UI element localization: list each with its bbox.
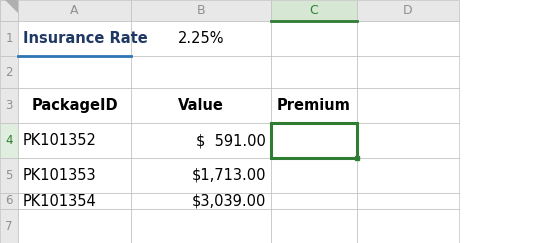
Bar [271, 193, 357, 209]
Bar [357, 193, 459, 209]
Text: 6: 6 [5, 194, 13, 208]
Text: Premium: Premium [277, 98, 351, 113]
Text: $3,039.00: $3,039.00 [192, 193, 266, 208]
Text: 2.25%: 2.25% [178, 31, 224, 46]
Bar [357, 209, 459, 243]
Bar [0, 123, 18, 158]
Text: D: D [403, 4, 413, 17]
Bar [271, 88, 357, 123]
Bar [271, 123, 357, 158]
Bar [0, 21, 18, 56]
Bar [0, 158, 18, 193]
Bar [0, 56, 18, 88]
Polygon shape [6, 0, 18, 13]
Bar [131, 158, 271, 193]
Text: PK101352: PK101352 [23, 133, 97, 148]
Bar [271, 209, 357, 243]
Bar [357, 56, 459, 88]
Bar [18, 193, 131, 209]
Bar [0, 0, 18, 21]
Bar [357, 123, 459, 158]
Bar [131, 88, 271, 123]
Bar [357, 21, 459, 56]
Bar [271, 21, 357, 56]
Bar [0, 193, 18, 209]
Bar [271, 0, 357, 21]
Bar [131, 193, 271, 209]
Text: Insurance Rate: Insurance Rate [23, 31, 148, 46]
Text: Value: Value [178, 98, 224, 113]
Text: 7: 7 [5, 219, 13, 233]
Text: $  591.00: $ 591.00 [196, 133, 266, 148]
Bar [271, 123, 357, 158]
Text: 3: 3 [6, 99, 13, 112]
Text: B: B [197, 4, 205, 17]
Text: 1: 1 [5, 32, 13, 45]
Bar [357, 88, 459, 123]
Text: PK101354: PK101354 [23, 193, 97, 208]
Bar [131, 209, 271, 243]
Bar [18, 0, 131, 21]
Text: 4: 4 [5, 134, 13, 147]
Text: PackageID: PackageID [31, 98, 118, 113]
Bar [271, 158, 357, 193]
Bar [131, 56, 271, 88]
Bar [18, 88, 131, 123]
Bar [18, 209, 131, 243]
Text: A: A [70, 4, 79, 17]
Text: 5: 5 [6, 169, 13, 182]
Bar [131, 21, 271, 56]
Bar [131, 123, 271, 158]
Bar [357, 0, 459, 21]
Bar [0, 209, 18, 243]
Bar [18, 158, 131, 193]
Bar [0, 88, 18, 123]
Bar [18, 56, 131, 88]
Text: $1,713.00: $1,713.00 [191, 168, 266, 183]
Bar [357, 158, 459, 193]
Bar [131, 0, 271, 21]
Bar [0, 0, 18, 21]
Text: C: C [310, 4, 319, 17]
Text: PK101353: PK101353 [23, 168, 97, 183]
Bar [18, 123, 131, 158]
Text: 2: 2 [5, 66, 13, 78]
Bar [18, 21, 131, 56]
Bar [271, 56, 357, 88]
